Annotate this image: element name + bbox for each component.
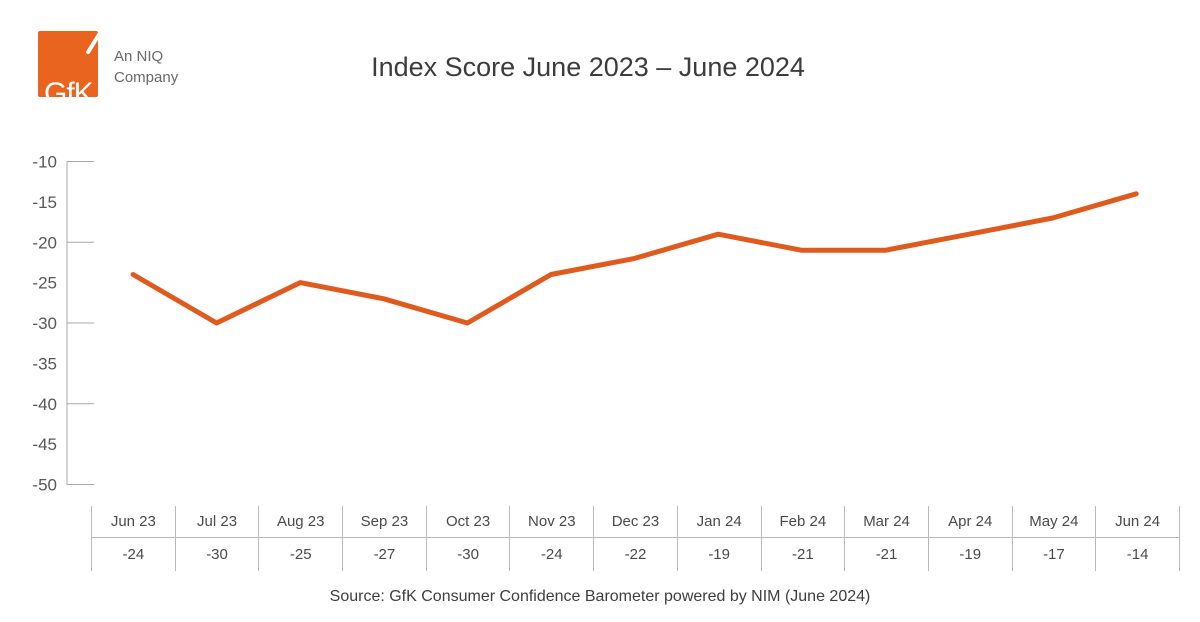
month-label-cell: Apr 24	[927, 506, 1012, 537]
month-value-cell: -14	[1095, 538, 1179, 571]
month-label-cell: Mar 24	[844, 506, 928, 537]
month-value-cell: -27	[342, 538, 426, 571]
y-axis-label: -50	[32, 476, 57, 495]
niq-tagline: An NIQ Company	[114, 46, 178, 88]
month-value-cell: -24	[122, 546, 145, 563]
month-label-cell: Jun 23	[110, 513, 156, 530]
month-label-cell: Jan 24	[676, 506, 761, 537]
month-value-cell: -17	[1011, 538, 1096, 571]
month-value-cell: -21	[844, 538, 928, 571]
month-value-cell: -24	[509, 538, 593, 571]
y-axis-label: -30	[32, 314, 57, 333]
niq-tagline-line1: An NIQ	[114, 48, 164, 65]
month-label-cell: Jun 24	[1095, 506, 1179, 537]
y-axis-label: -15	[32, 193, 57, 212]
y-axis-label: -40	[32, 395, 57, 414]
month-value-cell: -30	[425, 538, 510, 571]
month-label-cell: Dec 23	[593, 506, 677, 537]
month-label-cell: May 24	[1011, 506, 1096, 537]
y-axis-label: -10	[32, 153, 57, 172]
x-axis-data-table: Jun 23 Jul 23 Aug 23 Sep 23 Oct 23 Nov 23 Dec …	[91, 506, 1180, 571]
gfk-logo: GfK	[38, 27, 105, 109]
month-value-cell: -25	[258, 538, 342, 571]
month-labels-row: Jun 23 Jul 23 Aug 23 Sep 23 Oct 23 Nov 23 Dec …	[92, 506, 1179, 538]
month-value-cell: -22	[593, 538, 677, 571]
chart-title: Index Score June 2023 – June 2024	[371, 52, 805, 82]
month-value-cell: -19	[676, 538, 761, 571]
month-label-cell: Nov 23	[509, 506, 593, 537]
month-label-cell: Oct 23	[425, 506, 510, 537]
y-axis-label: -25	[32, 274, 57, 293]
month-label-cell: Feb 24	[760, 506, 845, 537]
month-value-cell: -19	[927, 538, 1012, 571]
month-value-cell: -21	[760, 538, 845, 571]
month-label-cell: Jul 23	[174, 506, 259, 537]
y-axis-label: -35	[32, 354, 57, 373]
niq-tagline-line2: Company	[114, 69, 179, 86]
month-values-row: -24 -30 -25 -27 -30 -24 -22 -19 -21 -21 -19 -17 -14	[92, 538, 1179, 571]
index-score-line	[130, 191, 1139, 326]
month-value-cell: -30	[174, 538, 259, 571]
y-axis-label: -20	[32, 233, 57, 252]
gfk-logo-wordmark: GfK	[44, 77, 94, 110]
month-label-cell: Sep 23	[342, 506, 426, 537]
y-axis-label: -45	[32, 435, 57, 454]
source-caption: Source: GfK Consumer Confidence Baromete…	[329, 588, 871, 605]
month-label-cell: Aug 23	[258, 506, 342, 537]
